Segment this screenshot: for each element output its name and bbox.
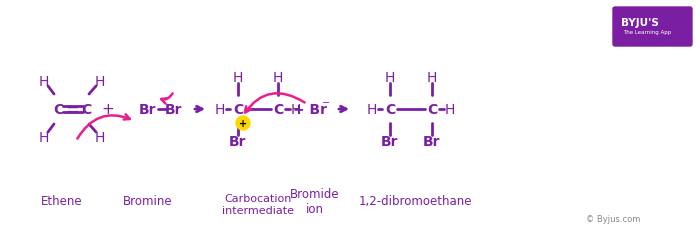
Text: © Byjus.com: © Byjus.com <box>586 215 640 224</box>
Text: H: H <box>367 103 377 117</box>
Text: C: C <box>427 103 437 117</box>
Text: H: H <box>290 103 301 117</box>
Text: H: H <box>38 131 49 144</box>
Text: =: = <box>65 101 79 118</box>
Text: Bromide
ion: Bromide ion <box>290 187 340 215</box>
Text: BYJU'S: BYJU'S <box>621 18 659 28</box>
Text: The Learning App: The Learning App <box>623 29 671 34</box>
Text: Br: Br <box>424 134 441 148</box>
Text: Ethene: Ethene <box>41 195 83 208</box>
Text: + Br: + Br <box>293 103 327 117</box>
Text: H: H <box>444 103 455 117</box>
Text: Br: Br <box>139 103 157 117</box>
Text: H: H <box>385 71 396 85</box>
Text: H: H <box>215 103 225 117</box>
Circle shape <box>236 117 250 131</box>
Text: Bromine: Bromine <box>123 195 173 208</box>
Text: H: H <box>94 75 105 89</box>
Text: H: H <box>233 71 243 85</box>
Text: Br: Br <box>165 103 183 117</box>
Text: H: H <box>273 71 284 85</box>
Text: C: C <box>385 103 395 117</box>
Text: +: + <box>102 102 114 117</box>
Text: C: C <box>81 103 91 117</box>
Text: H: H <box>94 131 105 144</box>
FancyBboxPatch shape <box>613 8 692 47</box>
Text: H: H <box>38 75 49 89</box>
Text: −: − <box>322 98 330 108</box>
Text: Carbocation
intermediate: Carbocation intermediate <box>222 193 294 215</box>
Text: C: C <box>233 103 243 117</box>
Text: H: H <box>427 71 438 85</box>
Text: C: C <box>53 103 63 117</box>
Text: C: C <box>273 103 283 117</box>
Text: Br: Br <box>382 134 399 148</box>
Text: Br: Br <box>230 134 246 148</box>
Text: +: + <box>239 118 247 128</box>
Text: 1,2-dibromoethane: 1,2-dibromoethane <box>358 195 472 208</box>
